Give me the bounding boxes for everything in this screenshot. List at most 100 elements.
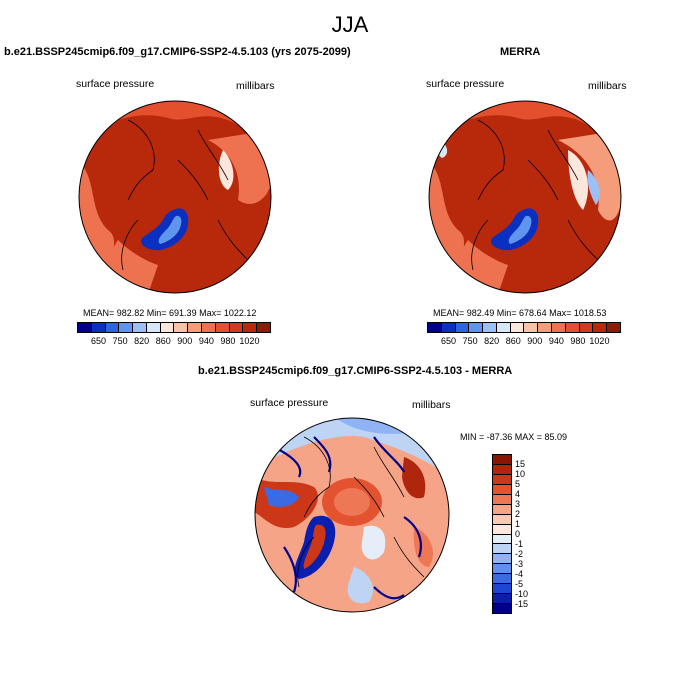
colorbar-swatch	[242, 323, 257, 332]
panel-2-colorbar	[427, 322, 621, 333]
panel-2-stats: MEAN= 982.49 Min= 678.64 Max= 1018.53	[433, 308, 607, 318]
colorbar-tick-label: 10	[515, 469, 526, 479]
panel-3-coastlines	[297, 436, 425, 588]
colorbar-tick-label: -10	[515, 589, 529, 599]
panel-3-field-region	[264, 487, 299, 507]
colorbar-swatch	[493, 543, 511, 554]
panel-3-field-region	[334, 488, 370, 516]
panel-3-variable: surface pressure	[250, 397, 329, 409]
colorbar-swatch	[493, 503, 511, 514]
panel-3-colorbar	[492, 454, 512, 614]
panel-1-units: millibars	[236, 80, 275, 92]
colorbar-swatch	[187, 323, 202, 332]
colorbar-tick-label: 750	[462, 336, 478, 346]
panel-1-field-region	[108, 107, 125, 117]
panel-1-map-border	[78, 100, 272, 294]
colorbar-tick-label: 900	[177, 336, 193, 346]
colorbar-tick-label: -3	[515, 559, 524, 569]
colorbar-tick-label: 860	[505, 336, 521, 346]
colorbar-tick-label: 1020	[239, 336, 260, 346]
panel-1-greenland-core	[158, 215, 182, 244]
colorbar-swatch	[78, 323, 91, 332]
panel-3-greenland-core	[303, 524, 326, 569]
colorbar-swatch	[493, 533, 511, 544]
colorbar-swatch	[214, 323, 229, 332]
colorbar-tick-label: 980	[570, 336, 586, 346]
colorbar-swatch	[493, 573, 511, 584]
colorbar-swatch	[493, 553, 511, 564]
colorbar-swatch	[551, 323, 565, 332]
panel-1-stats: MEAN= 982.82 Min= 691.39 Max= 1022.12	[83, 308, 257, 318]
colorbar-tick-label: 1020	[589, 336, 610, 346]
colorbar-tick-label: 650	[91, 336, 107, 346]
colorbar-tick-label: -1	[515, 539, 524, 549]
colorbar-tick-label: 750	[112, 336, 128, 346]
colorbar-swatch	[454, 323, 469, 332]
panel-2-title: MERRA	[500, 46, 541, 58]
panel-2-field-region	[429, 101, 621, 170]
colorbar-tick-label: -2	[515, 549, 524, 559]
panel-2-coastlines	[471, 119, 599, 271]
panel-3-field-region	[361, 525, 386, 560]
panel-1-field-region	[208, 130, 271, 204]
colorbar-swatch	[145, 323, 160, 332]
panel-2-variable: surface pressure	[426, 78, 505, 90]
colorbar-tick-label: 820	[484, 336, 500, 346]
colorbar-swatch	[201, 323, 215, 332]
colorbar-swatch	[468, 323, 483, 332]
colorbar-swatch	[482, 323, 496, 332]
colorbar-tick-label: 15	[515, 459, 526, 469]
panel-2-field-region	[587, 170, 600, 205]
panel-1-colorbar	[77, 322, 271, 333]
colorbar-swatch	[564, 323, 579, 332]
colorbar-swatch	[493, 583, 511, 594]
colorbar-swatch	[132, 323, 146, 332]
colorbar-swatch	[493, 513, 511, 524]
colorbar-tick-label: 650	[441, 336, 457, 346]
colorbar-swatch	[578, 323, 593, 332]
colorbar-tick-label: 820	[134, 336, 150, 346]
panel-1-field-region	[218, 150, 234, 190]
colorbar-swatch	[173, 323, 188, 332]
panel-2-map-border	[428, 100, 622, 294]
colorbar-tick-label: 940	[198, 336, 214, 346]
colorbar-tick-label: -5	[515, 579, 524, 589]
colorbar-swatch	[606, 323, 620, 332]
colorbar-tick-label: 2	[515, 509, 521, 519]
panel-2-greenland-core	[508, 215, 532, 244]
panel-3-map-border	[254, 417, 450, 613]
colorbar-swatch	[90, 323, 105, 332]
colorbar-swatch	[118, 323, 133, 332]
colorbar-swatch	[537, 323, 552, 332]
colorbar-swatch	[228, 323, 243, 332]
panel-3-field-region	[402, 457, 426, 499]
figure-title: JJA	[331, 12, 369, 37]
colorbar-swatch	[493, 603, 511, 613]
panel-2-polar-map	[428, 100, 622, 294]
colorbar-tick-label: 900	[527, 336, 543, 346]
panel-3-strong-anomaly-contours	[273, 436, 422, 600]
panel-3-polar-map	[254, 417, 450, 613]
colorbar-swatch	[509, 323, 524, 332]
panel-1-variable: surface pressure	[76, 78, 155, 90]
colorbar-tick-label: 4	[515, 489, 521, 499]
colorbar-swatch	[493, 523, 511, 534]
colorbar-tick-label: 860	[155, 336, 171, 346]
colorbar-swatch	[493, 593, 511, 604]
colorbar-tick-label: 3	[515, 499, 521, 509]
colorbar-tick-label: -15	[515, 599, 529, 609]
panel-1-colorbar-ticks: 650 750 820 860 900 940 980 1020	[77, 336, 271, 348]
panel-3-title: b.e21.BSSP245cmip6.f09_g17.CMIP6-SSP2-4.…	[198, 365, 513, 377]
colorbar-swatch	[523, 323, 538, 332]
panel-1-title: b.e21.BSSP245cmip6.f09_g17.CMIP6-SSP2-4.…	[4, 46, 351, 58]
colorbar-swatch	[493, 463, 511, 474]
colorbar-swatch	[493, 483, 511, 494]
panel-3-units: millibars	[412, 399, 451, 411]
colorbar-tick-label: 940	[548, 336, 564, 346]
colorbar-tick-label: 0	[515, 529, 521, 539]
panel-3-stats: MIN = -87.36 MAX = 85.09	[460, 432, 568, 442]
colorbar-swatch	[159, 323, 174, 332]
colorbar-swatch	[493, 493, 511, 504]
colorbar-tick-label: 5	[515, 479, 521, 489]
panel-3-colorbar-ticks: 15 10 5 4 3 2 1 0 -1 -2 -3 -4 -5 -10 -15	[515, 454, 545, 614]
